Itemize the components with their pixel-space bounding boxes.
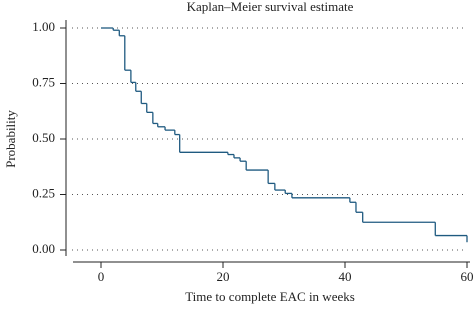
y-tick-label: 0.25 — [32, 185, 55, 200]
x-tick-label: 40 — [339, 269, 352, 284]
x-tick-label: 60 — [461, 269, 474, 284]
y-axis-label: Probability — [3, 110, 18, 168]
y-tick-label: 0.75 — [32, 74, 55, 89]
y-tick-label: 0.50 — [32, 130, 55, 145]
y-tick-label: 1.00 — [32, 19, 55, 34]
x-axis-label: Time to complete EAC in weeks — [185, 289, 355, 304]
x-tick-label: 0 — [98, 269, 105, 284]
chart-title: Kaplan–Meier survival estimate — [187, 0, 354, 14]
y-tick-label: 0.00 — [32, 241, 55, 256]
x-tick-label: 20 — [217, 269, 230, 284]
